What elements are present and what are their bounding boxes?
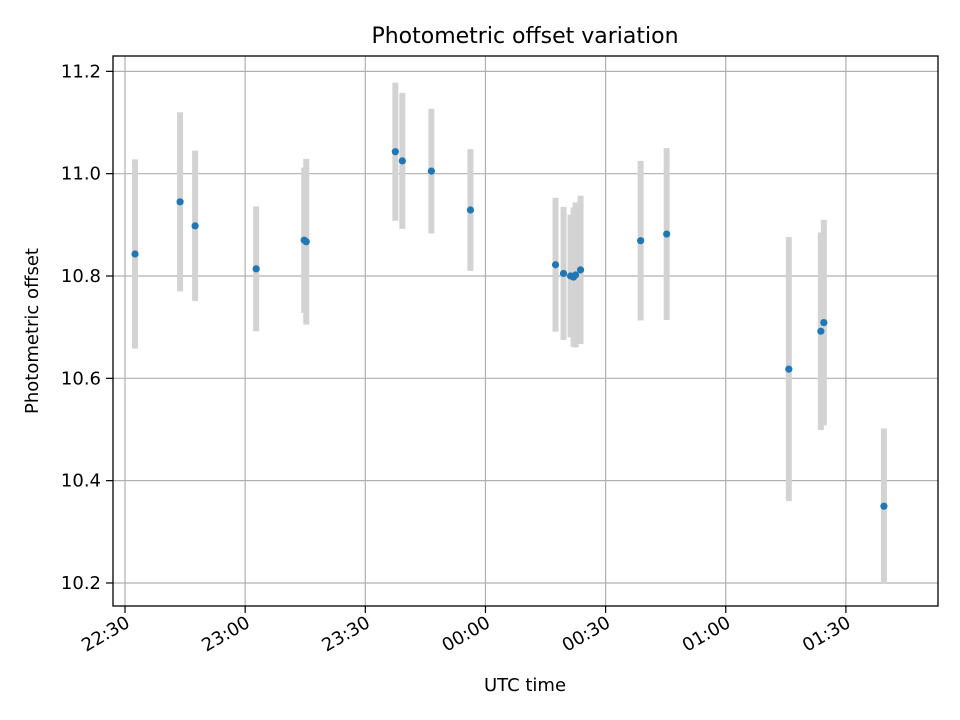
y-tick-label: 11.2: [61, 61, 101, 82]
y-tick-label: 10.2: [61, 573, 101, 594]
data-point: [551, 261, 560, 269]
x-tick-label: 00:00: [439, 612, 494, 656]
x-tick-label: 23:30: [318, 612, 373, 656]
data-points: [131, 148, 888, 510]
chart-title: Photometric offset variation: [371, 24, 678, 49]
data-point: [191, 222, 199, 230]
y-tick-label: 10.4: [61, 471, 101, 492]
y-tick-label: 10.8: [61, 266, 101, 287]
data-point: [880, 502, 888, 510]
data-point: [176, 198, 184, 206]
x-tick-label: 01:00: [679, 612, 734, 656]
data-point: [252, 265, 260, 273]
x-tick-label: 00:30: [559, 612, 614, 656]
x-tick-label: 01:30: [799, 612, 854, 656]
data-point: [466, 206, 475, 214]
data-point: [559, 269, 568, 278]
data-point: [663, 230, 671, 238]
error-bars: [132, 82, 887, 584]
data-point: [398, 157, 406, 165]
y-axis-label: Photometric offset: [22, 248, 43, 414]
data-point: [637, 237, 645, 245]
data-point: [785, 365, 793, 373]
y-tick-label: 10.6: [61, 368, 101, 389]
data-point: [131, 250, 139, 258]
x-tick-label: 23:00: [198, 612, 253, 656]
x-axis-ticks: 22:30 23:00 23:30 00:00 00:30 01:00 01:30: [78, 606, 854, 656]
data-point: [817, 327, 825, 335]
y-tick-label: 11.0: [61, 164, 101, 185]
x-axis-label: UTC time: [484, 675, 566, 696]
data-point: [571, 271, 580, 279]
x-tick-label: 22:30: [78, 612, 133, 656]
plot-frame: [112, 55, 939, 607]
data-point: [576, 266, 585, 274]
y-axis-ticks: 10.2 10.4 10.6 10.8 11.0 11.2: [61, 61, 113, 594]
data-point: [391, 148, 399, 156]
data-point: [820, 318, 828, 327]
data-point: [427, 167, 435, 175]
grid: [113, 56, 938, 606]
data-point: [302, 238, 310, 246]
